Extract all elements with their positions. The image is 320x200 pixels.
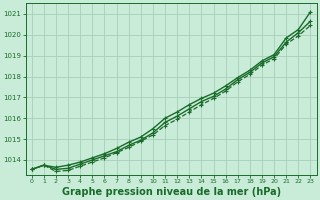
X-axis label: Graphe pression niveau de la mer (hPa): Graphe pression niveau de la mer (hPa) [61,187,281,197]
